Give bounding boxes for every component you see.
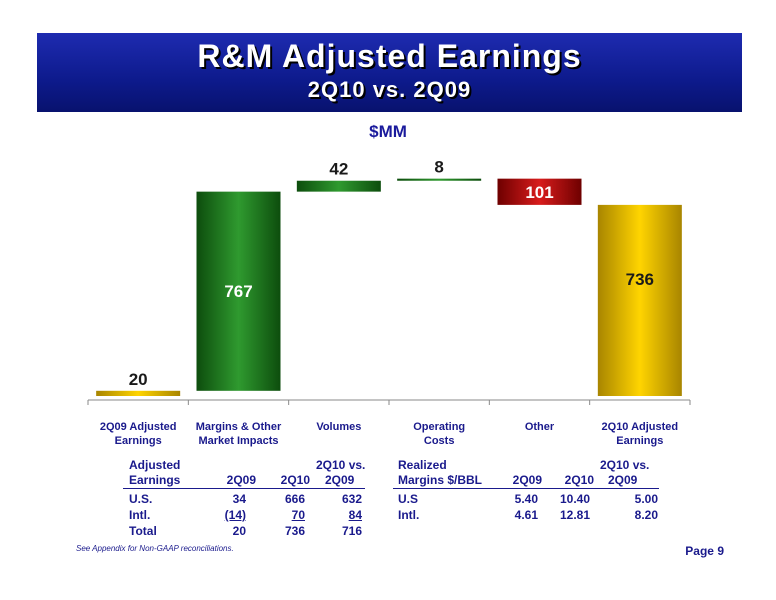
left-col-2q10: 2Q10 [280,473,310,487]
left-row-value: 70 [291,508,305,522]
left-row-value: 20 [232,524,246,538]
category-label: Other [525,421,555,433]
left-col-diff-line2: 2Q09 [325,473,355,487]
slide-title: R&M Adjusted Earnings [197,38,582,74]
waterfall-bar [196,191,281,391]
left-row-value: 716 [341,524,362,538]
right-row-value: 5.00 [634,492,658,506]
waterfall-bar [597,204,682,396]
category-label: 2Q09 Adjusted [100,421,177,433]
waterfall-bar [497,178,582,205]
page-number: Page 9 [685,544,724,558]
category-label: Volumes [316,421,361,433]
bar-value-label: 42 [329,160,348,179]
waterfall-bar [397,178,482,181]
left-header-rule [123,488,365,489]
bar-value-label: 767 [224,282,252,301]
bar-value-label: 8 [434,158,443,177]
right-header-line2: Margins $/BBL [398,473,483,487]
right-row-value: 5.40 [514,492,538,506]
left-row-label: Intl. [129,508,151,522]
right-row-value: 12.81 [559,508,590,522]
category-label: Earnings [115,435,162,447]
category-label: Operating [413,421,465,433]
right-row-label: Intl. [398,508,420,522]
category-label: Market Impacts [198,435,278,447]
right-row-label: U.S [398,492,419,506]
left-row-label: U.S. [129,492,153,506]
left-row-label: Total [129,524,157,538]
bar-value-label: 101 [525,183,553,202]
left-header-line2: Earnings [129,473,181,487]
left-col-2q09: 2Q09 [226,473,256,487]
left-row-value: (14) [224,508,246,522]
left-row-value: 736 [284,524,305,538]
waterfall-bar [296,180,381,192]
category-label: Margins & Other [196,421,282,433]
right-header-rule [393,488,659,489]
bar-value-label: 736 [626,270,654,289]
units-label: $MM [369,122,407,141]
right-header-line1: Realized [398,458,447,472]
right-row-value: 8.20 [634,508,658,522]
category-label: Costs [424,435,455,447]
left-row-value: 84 [348,508,362,522]
left-row-value: 666 [284,492,305,506]
category-label: 2Q10 Adjusted [602,421,679,433]
right-col-2q09: 2Q09 [512,473,542,487]
right-row-value: 4.61 [514,508,538,522]
right-col-diff-line1: 2Q10 vs. [600,458,650,472]
left-header-line1: Adjusted [129,458,181,472]
bar-value-label: 20 [129,370,148,389]
title-banner: R&M Adjusted Earnings 2Q10 vs. 2Q09 [37,33,742,112]
waterfall-bar [96,390,181,396]
left-col-diff-line1: 2Q10 vs. [316,458,366,472]
left-row-value: 34 [232,492,246,506]
right-col-diff-line2: 2Q09 [608,473,638,487]
right-row-value: 10.40 [559,492,590,506]
slide-subtitle: 2Q10 vs. 2Q09 [307,77,472,102]
left-row-value: 632 [341,492,362,506]
category-label: Earnings [616,435,663,447]
right-col-2q10: 2Q10 [564,473,594,487]
footnote: See Appendix for Non-GAAP reconciliation… [76,544,234,553]
